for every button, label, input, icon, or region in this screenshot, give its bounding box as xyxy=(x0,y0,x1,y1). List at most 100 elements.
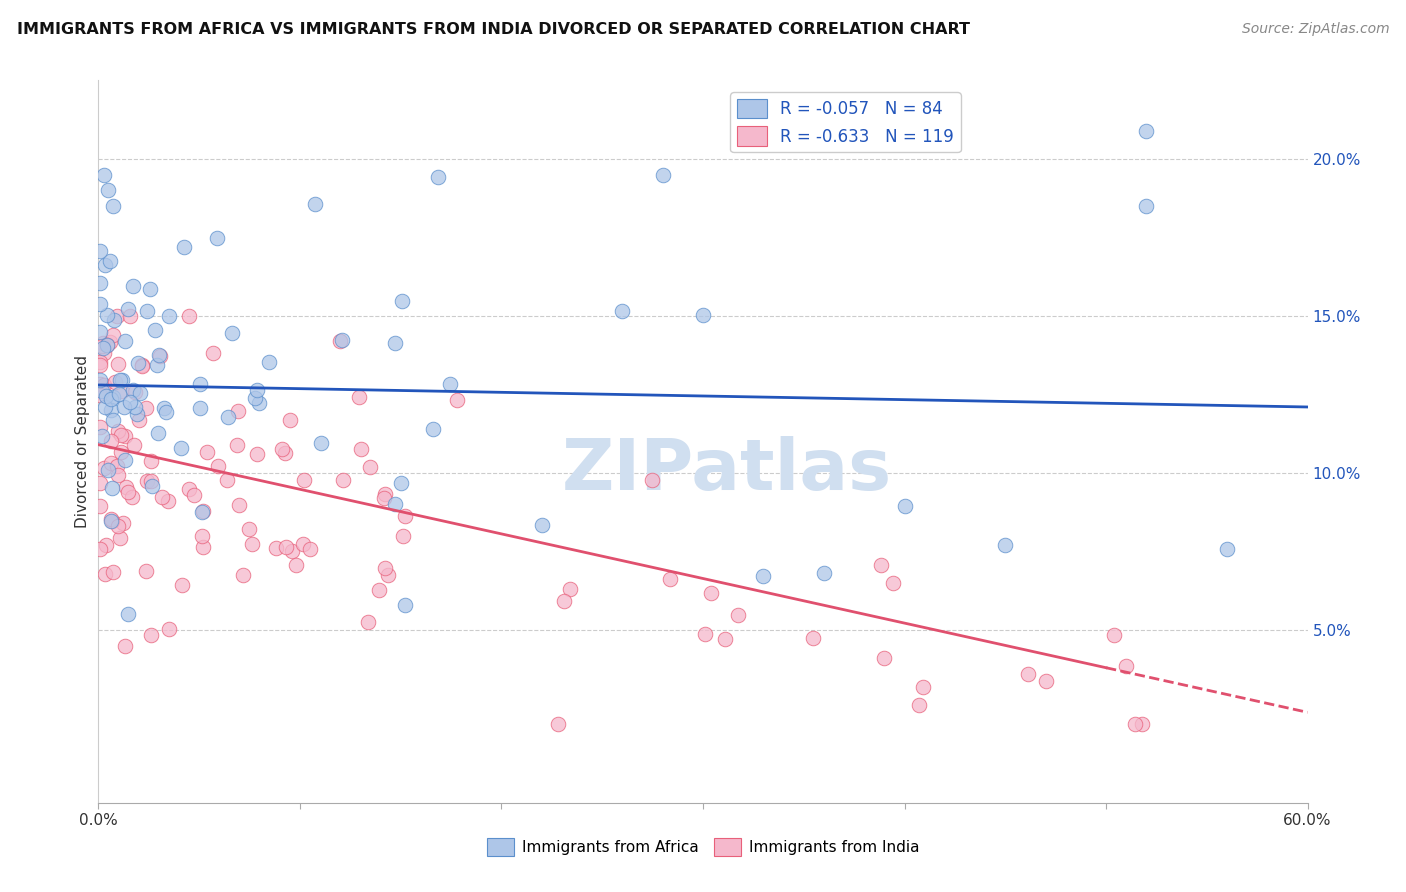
Point xyxy=(188,376,211,391)
Point xyxy=(107,424,129,438)
Point xyxy=(90,338,112,352)
Point xyxy=(190,505,212,519)
Point xyxy=(117,484,139,499)
Point xyxy=(96,337,118,351)
Point xyxy=(700,586,723,600)
Point xyxy=(1017,667,1039,681)
Point xyxy=(103,328,125,343)
Point xyxy=(131,359,153,373)
Point xyxy=(183,488,205,502)
Point xyxy=(114,334,136,349)
Point xyxy=(101,413,124,427)
Point xyxy=(439,376,461,391)
Point xyxy=(1135,199,1157,213)
Point xyxy=(108,386,131,401)
Point xyxy=(641,473,664,487)
Point xyxy=(374,561,396,575)
Point xyxy=(191,528,214,542)
Point xyxy=(91,336,114,351)
Point xyxy=(93,460,115,475)
Point xyxy=(394,598,416,612)
Point xyxy=(238,523,260,537)
Point xyxy=(274,541,297,555)
Point xyxy=(367,583,389,598)
Point xyxy=(332,334,354,348)
Y-axis label: Divorced or Separated: Divorced or Separated xyxy=(75,355,90,528)
Point xyxy=(101,199,124,213)
Point xyxy=(201,346,224,360)
Point xyxy=(191,503,214,517)
Point xyxy=(157,310,180,324)
Text: IMMIGRANTS FROM AFRICA VS IMMIGRANTS FROM INDIA DIVORCED OR SEPARATED CORRELATIO: IMMIGRANTS FROM AFRICA VS IMMIGRANTS FRO… xyxy=(17,22,970,37)
Point xyxy=(298,541,321,556)
Point xyxy=(1115,658,1137,673)
Point xyxy=(114,639,136,653)
Point xyxy=(89,297,111,311)
Point xyxy=(658,572,681,586)
Point xyxy=(94,566,117,581)
Point xyxy=(422,422,444,436)
Point xyxy=(873,651,896,665)
Point xyxy=(100,403,122,417)
Point xyxy=(93,400,115,414)
Point xyxy=(801,631,824,645)
Point xyxy=(90,384,112,398)
Point xyxy=(259,355,281,369)
Point xyxy=(141,479,163,493)
Text: Source: ZipAtlas.com: Source: ZipAtlas.com xyxy=(1241,22,1389,37)
Point xyxy=(226,404,249,418)
Point xyxy=(89,420,111,434)
Point xyxy=(373,487,395,501)
Point xyxy=(141,454,163,468)
Point xyxy=(752,569,775,583)
Text: ZIPatlas: ZIPatlas xyxy=(562,436,893,505)
Point xyxy=(101,390,124,404)
Point xyxy=(118,309,141,323)
Point xyxy=(994,538,1017,552)
Point xyxy=(1216,541,1239,556)
Point xyxy=(89,542,111,557)
Point xyxy=(285,558,308,573)
Point xyxy=(94,258,117,272)
Point xyxy=(357,615,380,629)
Point xyxy=(155,405,177,419)
Point xyxy=(127,355,149,369)
Point xyxy=(100,434,122,448)
Point xyxy=(110,384,132,398)
Point xyxy=(226,438,249,452)
Point xyxy=(107,519,129,533)
Point xyxy=(1125,717,1147,731)
Point xyxy=(89,244,111,259)
Point xyxy=(135,303,157,318)
Point xyxy=(217,473,239,487)
Point xyxy=(97,183,120,197)
Point xyxy=(122,438,145,452)
Point xyxy=(309,436,332,450)
Point xyxy=(195,445,218,459)
Point xyxy=(389,476,412,491)
Point xyxy=(149,349,172,363)
Point xyxy=(377,568,399,582)
Point xyxy=(278,413,301,427)
Point xyxy=(911,680,934,694)
Point xyxy=(221,326,243,340)
Point xyxy=(139,281,162,295)
Point xyxy=(139,627,162,641)
Point xyxy=(245,383,267,397)
Point xyxy=(207,458,229,473)
Point xyxy=(89,355,111,369)
Point xyxy=(111,516,134,530)
Point xyxy=(146,426,169,441)
Point xyxy=(612,303,634,318)
Point xyxy=(91,429,114,443)
Point xyxy=(692,308,714,322)
Point xyxy=(1035,673,1057,688)
Point xyxy=(156,493,179,508)
Point xyxy=(89,358,111,372)
Point xyxy=(247,396,270,410)
Point xyxy=(714,632,737,647)
Point xyxy=(179,482,201,496)
Point xyxy=(97,463,120,477)
Point xyxy=(384,497,406,511)
Point xyxy=(107,467,129,482)
